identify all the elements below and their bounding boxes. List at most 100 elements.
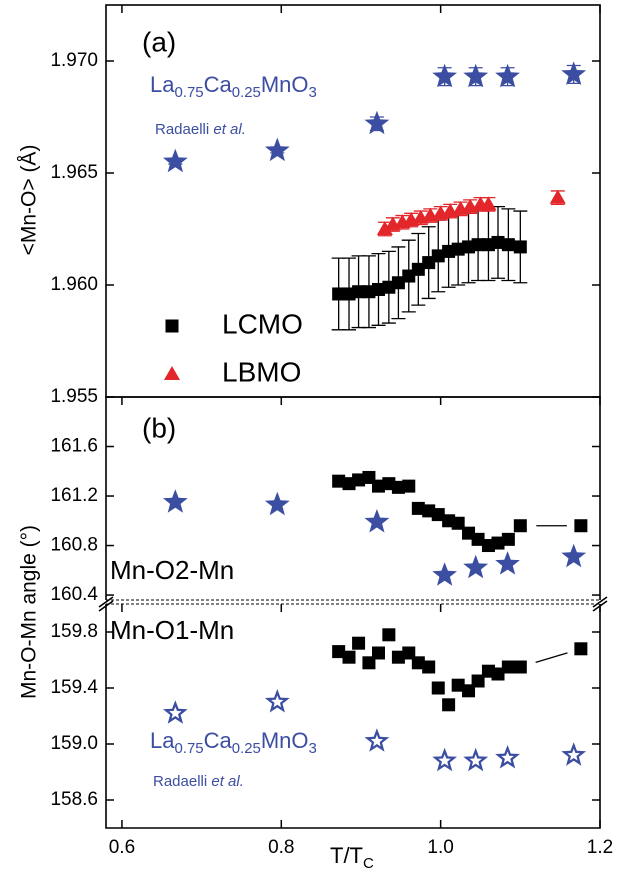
square-marker bbox=[332, 645, 346, 659]
y-tick-label: 1.970 bbox=[50, 50, 98, 71]
square-marker bbox=[431, 681, 445, 695]
square-marker bbox=[382, 628, 396, 642]
square-marker bbox=[471, 532, 485, 546]
formula-part: La bbox=[150, 72, 175, 97]
legend-label: LBMO bbox=[222, 356, 301, 387]
y-tick-label: 161.6 bbox=[50, 436, 98, 457]
square-marker bbox=[371, 479, 385, 493]
reference-formula: La0.75Ca0.25MnO3 bbox=[150, 72, 317, 101]
square-marker bbox=[471, 238, 485, 252]
y-tick-label: 158.6 bbox=[50, 789, 98, 810]
star-marker bbox=[364, 110, 390, 135]
square-marker bbox=[442, 698, 456, 712]
author-name: Radaelli bbox=[155, 121, 213, 138]
axis-break-marks bbox=[98, 596, 608, 612]
square-marker bbox=[501, 532, 515, 546]
subscript: 0.75 bbox=[174, 84, 203, 101]
square-marker bbox=[391, 276, 405, 290]
square-marker bbox=[451, 242, 465, 256]
star-marker bbox=[463, 554, 489, 579]
y-tick-label: 159.4 bbox=[50, 677, 98, 698]
formula-part: La bbox=[150, 728, 175, 753]
subscript: 3 bbox=[309, 84, 317, 101]
square-marker bbox=[422, 660, 436, 674]
author-etal: et al. bbox=[211, 773, 244, 790]
square-marker bbox=[451, 678, 465, 692]
open-star-marker bbox=[561, 742, 587, 766]
square-marker bbox=[332, 287, 346, 301]
square-marker bbox=[431, 249, 445, 263]
x-tick-label: 1.2 bbox=[587, 837, 613, 858]
reference-author: Radaelli et al. bbox=[155, 121, 246, 138]
square-marker bbox=[342, 650, 356, 664]
square-marker bbox=[574, 519, 588, 533]
y-tick-label: 1.960 bbox=[50, 274, 98, 295]
y-tick-label: 1.965 bbox=[50, 162, 98, 183]
square-marker bbox=[402, 479, 416, 493]
panel-b-lower-frame bbox=[105, 604, 601, 829]
open-star-marker bbox=[463, 747, 489, 772]
square-marker bbox=[431, 508, 445, 522]
square-marker bbox=[371, 282, 385, 296]
star-marker bbox=[364, 509, 390, 533]
formula-part: Ca bbox=[204, 72, 233, 97]
square-marker bbox=[352, 285, 366, 299]
panel-b-upper-frame bbox=[105, 396, 601, 600]
y-tick-label: 159.8 bbox=[50, 621, 98, 642]
legend-marker bbox=[164, 366, 180, 380]
subscript: 0.25 bbox=[232, 84, 261, 101]
x-axis-label: T/TC bbox=[330, 843, 374, 872]
square-marker bbox=[491, 667, 505, 681]
square-marker bbox=[574, 642, 588, 656]
panel-label: (b) bbox=[142, 412, 176, 443]
square-marker bbox=[352, 473, 366, 487]
y-tick-label: 161.2 bbox=[50, 485, 98, 506]
y-tick-label: 160.8 bbox=[50, 535, 98, 556]
open-star-marker bbox=[432, 747, 457, 772]
subscript: 0.25 bbox=[232, 740, 261, 757]
square-marker bbox=[352, 636, 366, 650]
square-marker bbox=[471, 674, 485, 688]
x-tick-label: 0.8 bbox=[268, 837, 294, 858]
star-marker bbox=[264, 137, 290, 162]
square-marker bbox=[402, 646, 416, 660]
square-marker bbox=[462, 684, 476, 698]
legend-marker bbox=[165, 319, 179, 333]
subscript: 3 bbox=[309, 740, 317, 757]
open-star-marker bbox=[495, 745, 520, 769]
author-name: Radaelli bbox=[153, 773, 211, 790]
square-marker bbox=[391, 480, 405, 494]
square-marker bbox=[491, 235, 505, 249]
formula-part: MnO bbox=[261, 728, 309, 753]
annotation: Mn-O2-Mn bbox=[110, 555, 234, 585]
star-marker bbox=[432, 562, 457, 586]
open-star-marker bbox=[364, 728, 390, 752]
star-marker bbox=[561, 61, 587, 85]
formula-part: MnO bbox=[261, 72, 309, 97]
formula-part: Ca bbox=[204, 728, 233, 753]
square-marker bbox=[411, 501, 425, 515]
annotation: Mn-O1-Mn bbox=[110, 615, 234, 645]
subscript: 0.75 bbox=[174, 740, 203, 757]
square-marker bbox=[391, 650, 405, 664]
star-marker bbox=[561, 543, 587, 568]
plot-layer: 1.955 1.960 1.965 1.970 160.4 160.8 161.2 161.6… bbox=[18, 5, 613, 872]
x-label-main: T/T bbox=[330, 843, 363, 868]
panel-label: (a) bbox=[142, 26, 176, 57]
star-marker bbox=[495, 63, 520, 88]
y-tick-label: 1.955 bbox=[50, 386, 98, 407]
triangle-marker bbox=[480, 196, 497, 211]
square-marker bbox=[513, 519, 527, 533]
triangle-marker bbox=[549, 189, 566, 204]
square-marker bbox=[501, 660, 515, 674]
connector bbox=[535, 652, 568, 664]
reference-author: Radaelli et al. bbox=[153, 773, 244, 790]
x-label-sub: C bbox=[363, 855, 374, 872]
legend-label: LCMO bbox=[222, 308, 303, 339]
square-marker bbox=[501, 238, 515, 252]
square-marker bbox=[411, 262, 425, 276]
square-marker bbox=[491, 536, 505, 550]
square-marker bbox=[513, 660, 527, 674]
